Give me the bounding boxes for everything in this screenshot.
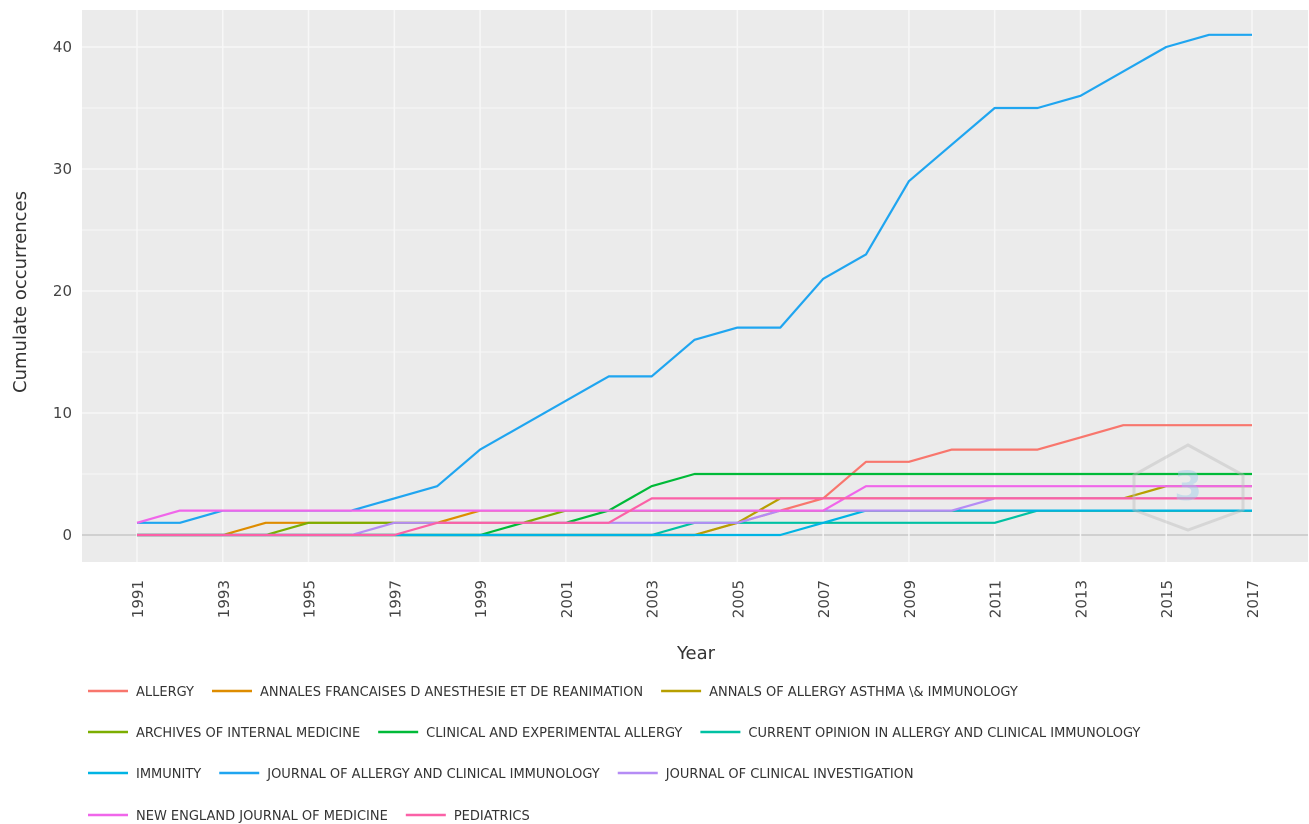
x-tick-labels: 1991 1993 1995 1997 1999 2001 2003 2005 2007 2009…	[129, 580, 1262, 618]
x-tick-label: 2001	[558, 580, 576, 618]
series-line-11	[137, 497, 1252, 537]
y-tick-label: 0	[62, 526, 72, 544]
y-tick-label: 30	[53, 160, 72, 178]
y-tick-label: 40	[53, 38, 72, 56]
x-tick-label: 2013	[1072, 580, 1090, 618]
x-tick-label: 1993	[215, 580, 233, 618]
legend-label: IMMUNITY	[136, 767, 201, 782]
svg-text:3: 3	[1174, 464, 1202, 510]
series-line-10	[136, 485, 1252, 524]
legend-label: CLINICAL AND EXPERIMENTAL ALLERGY	[426, 726, 682, 741]
legend-label: PEDIATRICS	[454, 809, 530, 824]
x-tick-label: 1997	[386, 580, 404, 618]
legend-label: ALLERGY	[136, 685, 194, 700]
y-tick-label: 20	[53, 282, 72, 300]
series-lines	[136, 33, 1252, 537]
legend-label: ANNALS OF ALLERGY ASTHMA \& IMMUNOLOGY	[709, 685, 1018, 700]
y-axis-title: Cumulate occurrences	[10, 191, 31, 393]
y-tick-labels: 0 10 20 30 40	[53, 38, 72, 544]
x-tick-label: 1995	[301, 580, 319, 618]
x-axis-title: Year	[676, 643, 716, 664]
legend-label: ANNALES FRANCAISES D ANESTHESIE ET DE RE…	[260, 685, 643, 700]
x-tick-label: 2015	[1158, 580, 1176, 618]
x-tick-label: 2017	[1244, 580, 1262, 618]
x-tick-label: 2005	[729, 580, 747, 618]
x-tick-label: 2009	[901, 580, 919, 618]
legend-label: ARCHIVES OF INTERNAL MEDICINE	[136, 726, 360, 741]
x-tick-label: 2003	[644, 580, 662, 618]
x-tick-label: 1991	[129, 580, 147, 618]
legend-label: JOURNAL OF CLINICAL INVESTIGATION	[665, 767, 914, 782]
x-tick-label: 2007	[815, 580, 833, 618]
legend-label: JOURNAL OF ALLERGY AND CLINICAL IMMUNOLO…	[266, 767, 600, 782]
legend: ALLERGY ANNALES FRANCAISES D ANESTHESIE E…	[88, 685, 1140, 824]
plot-panel	[82, 10, 1308, 562]
y-tick-label: 10	[53, 404, 72, 422]
x-tick-label: 2011	[987, 580, 1005, 618]
watermark-logo: 3	[1132, 443, 1245, 532]
legend-label: CURRENT OPINION IN ALLERGY AND CLINICAL …	[748, 726, 1140, 741]
x-tick-label: 1999	[472, 580, 490, 618]
legend-label: NEW ENGLAND JOURNAL OF MEDICINE	[136, 809, 388, 824]
